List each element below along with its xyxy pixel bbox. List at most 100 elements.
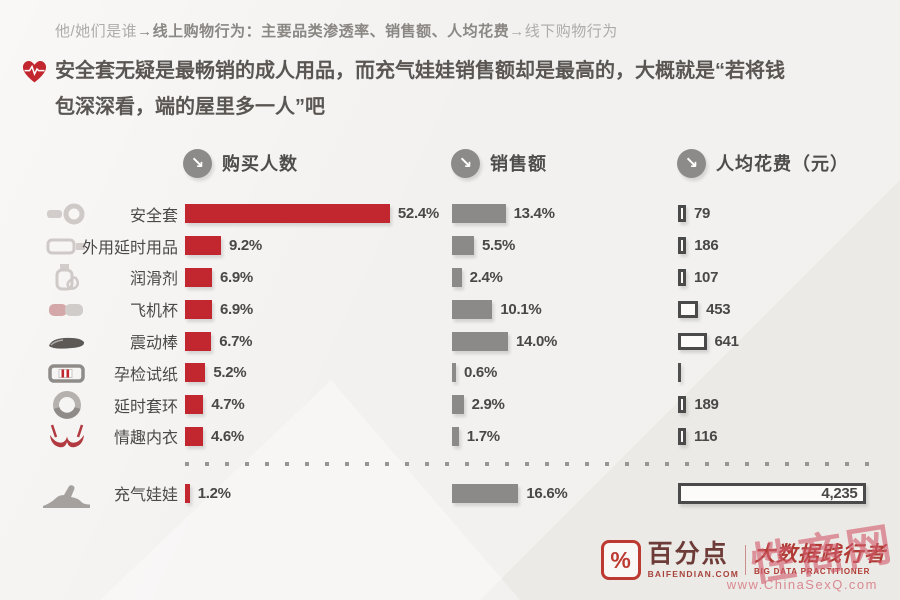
lubricant-bottle-icon	[28, 262, 106, 294]
brand-tagline: 大数据践行者	[754, 542, 886, 566]
vibrator-icon	[28, 325, 106, 357]
table-row: 情趣内衣 4.6% 1.7% 116	[0, 421, 900, 453]
spend-bar	[678, 205, 686, 223]
table-row: 安全套 52.4% 13.4% 79	[0, 198, 900, 230]
breadcrumb-prev: 他/她们是谁	[55, 23, 138, 40]
buyers-bar	[185, 363, 206, 383]
buyers-bar	[185, 331, 212, 351]
sales-value: 14.0%	[516, 332, 558, 350]
table-row: 润滑剂 6.9% 2.4% 107	[0, 262, 900, 294]
heart-pulse-icon	[22, 61, 47, 83]
sales-value: 0.6%	[464, 364, 497, 382]
breadcrumb-next: →线下购物行为	[509, 23, 618, 40]
buyers-value: 6.9%	[219, 300, 253, 318]
bra-icon	[28, 421, 106, 453]
category-label: 润滑剂	[129, 271, 178, 289]
spend-value: 453	[706, 300, 731, 318]
insight-line-2: 包深深看，端的屋里多一人”吧	[55, 96, 325, 118]
brand-domain: BAIFENDIAN.COM	[647, 568, 739, 579]
sales-bar	[452, 426, 459, 446]
brand-tagline-en: BIG DATA PRACTITIONER	[754, 567, 871, 576]
sales-bar	[452, 204, 506, 224]
sales-value: 1.7%	[466, 427, 500, 445]
sales-value: 16.6%	[526, 484, 568, 502]
column-header-label: 人均花费（元）	[716, 154, 849, 174]
sales-bar	[452, 483, 519, 503]
buyers-bar	[185, 299, 212, 319]
chart-rows: 安全套 52.4% 13.4% 79 外用延时用品 9.2% 5.5% 186 …	[0, 198, 900, 452]
masturbator-cup-icon	[28, 293, 106, 325]
sales-value: 5.5%	[482, 237, 515, 255]
table-row: 延时套环 4.7% 2.9% 189	[0, 389, 900, 421]
spend-value: 186	[694, 237, 719, 255]
buyers-value: 6.7%	[219, 332, 253, 350]
category-label: 情趣内衣	[113, 430, 178, 448]
pregnancy-test-icon	[28, 357, 106, 389]
spend-value: 116	[694, 427, 718, 445]
table-row: 飞机杯 6.9% 10.1% 453	[0, 293, 900, 325]
buyers-value: 52.4%	[397, 205, 439, 223]
table-row: 外用延时用品 9.2% 5.5% 186	[0, 230, 900, 262]
buyers-value: 9.2%	[228, 237, 262, 255]
sales-bar	[452, 363, 456, 383]
category-label: 延时套环	[113, 398, 178, 416]
breadcrumb-current: →线上购物行为：主要品类渗透率、销售额、人均花费	[137, 23, 510, 40]
sales-bar	[452, 267, 462, 287]
insight-line-1: 安全套无疑是最畅销的成人用品，而充气娃娃销售额却是最高的，大概就是“若将钱	[55, 60, 785, 82]
category-label: 孕检试纸	[113, 366, 178, 384]
buyers-value: 1.2%	[197, 484, 231, 502]
category-label: 飞机杯	[129, 303, 178, 321]
divider	[745, 545, 746, 575]
brand-name: 百分点	[647, 539, 729, 568]
delay-ring-icon	[28, 389, 106, 421]
chart-row-doll: 充气娃娃 1.2% 16.6% 4,235	[0, 476, 900, 510]
breadcrumb: 他/她们是谁→线上购物行为：主要品类渗透率、销售额、人均花费→线下购物行为	[55, 20, 618, 41]
spend-bar	[678, 237, 687, 255]
buyers-value: 4.7%	[211, 396, 245, 414]
table-row: 孕检试纸 5.2% 0.6%	[0, 357, 900, 389]
spend-value: 79	[694, 205, 711, 223]
spend-bar	[678, 268, 686, 286]
spend-value: 107	[694, 268, 719, 286]
arrow-down-right-icon: ↘	[183, 148, 212, 178]
spend-value: 641	[714, 332, 739, 350]
sales-value: 13.4%	[513, 205, 555, 223]
sales-bar	[452, 236, 474, 256]
sales-value: 2.9%	[471, 396, 505, 414]
category-label: 充气娃娃	[113, 487, 178, 504]
column-header-buyers: ↘ 购买人数	[183, 148, 298, 178]
sales-value: 2.4%	[469, 268, 503, 286]
table-row: 震动棒 6.7% 14.0% 641	[0, 325, 900, 357]
spray-bottle-icon	[28, 230, 106, 262]
buyers-value: 5.2%	[213, 364, 247, 382]
insight-text: 安全套无疑是最畅销的成人用品，而充气娃娃销售额却是最高的，大概就是“若将钱 包深…	[55, 53, 875, 125]
column-header-spend: ↘ 人均花费（元）	[677, 148, 849, 178]
spend-bar	[678, 332, 707, 350]
dotted-separator	[185, 462, 869, 466]
sales-bar	[452, 395, 464, 415]
spend-bar	[678, 427, 686, 445]
spend-bar: 4,235	[678, 482, 867, 504]
spend-bar	[678, 363, 681, 383]
buyers-bar	[185, 426, 203, 446]
buyers-value: 6.9%	[219, 268, 253, 286]
column-header-label: 销售额	[490, 154, 547, 174]
buyers-bar	[185, 236, 221, 256]
spend-bar	[678, 300, 699, 318]
buyers-bar	[185, 204, 390, 224]
spend-bar	[678, 396, 687, 414]
condom-icon	[28, 198, 106, 230]
buyers-bar	[185, 483, 190, 503]
sales-value: 10.1%	[500, 300, 542, 318]
category-label: 外用延时用品	[81, 239, 178, 257]
buyers-bar	[185, 395, 204, 415]
buyers-value: 4.6%	[210, 427, 244, 445]
sales-bar	[452, 331, 508, 351]
sales-bar	[452, 299, 493, 319]
arrow-down-right-icon: ↘	[677, 148, 706, 178]
category-label: 安全套	[129, 207, 178, 225]
footer-brand: % 百分点 BAIFENDIAN.COM 大数据践行者 BIG DATA PRA…	[600, 539, 886, 580]
percent-logo-icon: %	[600, 540, 641, 580]
spend-value: 4,235	[821, 484, 858, 502]
spend-value: 189	[694, 396, 719, 414]
